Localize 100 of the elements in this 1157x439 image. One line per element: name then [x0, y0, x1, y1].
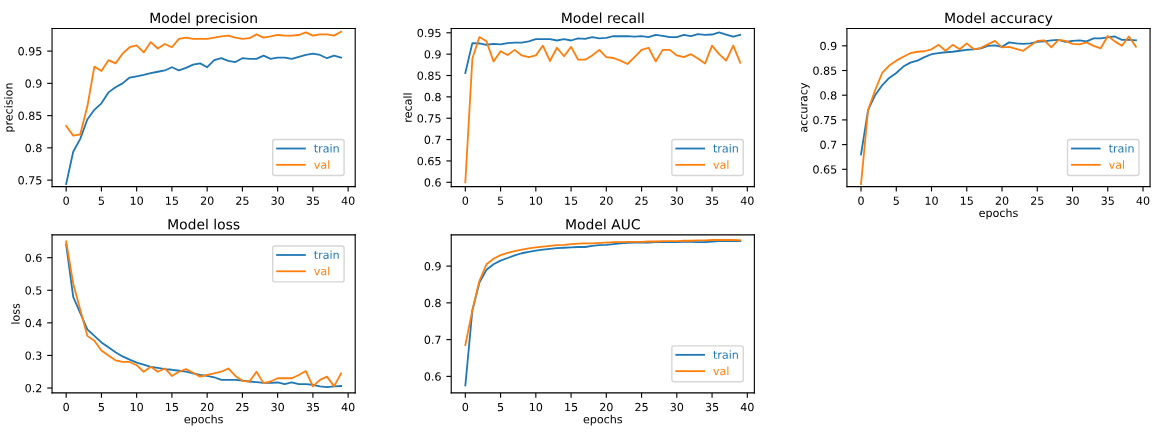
x-tick-label: 25 [635, 196, 648, 205]
y-tick-label: 0.3 [25, 351, 42, 360]
x-tick-label: 40 [341, 196, 355, 205]
x-tick-label: 5 [497, 196, 504, 205]
x-tick-label: 20 [200, 402, 214, 412]
legend-label: train [1108, 143, 1134, 153]
y-tick-label: 0.65 [813, 165, 837, 174]
x-tick-label: 10 [529, 402, 543, 412]
x-tick-label: 10 [925, 196, 938, 205]
line-series [464, 31, 742, 74]
x-tick-label: 10 [130, 196, 143, 205]
y-tick-label: 0.9 [424, 50, 441, 59]
x-tick-label: 20 [200, 196, 214, 205]
y-tick-label: 0.8 [424, 92, 441, 102]
text: val [314, 266, 330, 276]
x-tick-label: 30 [670, 402, 684, 412]
y-tick-label: 0.75 [18, 176, 42, 185]
x-tick-label: 20 [995, 196, 1009, 205]
chart-title: Model recall [562, 12, 644, 24]
y-tick-label: 0.85 [813, 66, 837, 75]
y-tick-label: 0.6 [424, 178, 441, 187]
x-tick-label: 40 [1136, 196, 1150, 205]
chart-title: Model loss [168, 218, 240, 230]
x-tick-label: 20 [600, 196, 613, 205]
line-series [65, 30, 343, 137]
x-tick-label: 5 [893, 196, 899, 205]
legend-label: val [314, 160, 330, 169]
x-tick-label: 40 [740, 196, 754, 205]
legend-label: train [713, 143, 738, 153]
x-tick-label: 25 [236, 196, 249, 205]
x-tick-label: 35 [705, 196, 719, 205]
y-tick-label: 0.75 [417, 114, 441, 123]
y-tick-label: 0.6 [424, 372, 441, 381]
x-axis-title: epochs [184, 414, 223, 426]
y-tick-label: 0.95 [417, 28, 441, 38]
x-tick-label: 25 [236, 402, 249, 412]
x-axis-title: epochs [583, 414, 623, 426]
x-tick-label: 0 [462, 402, 469, 412]
y-tick-label: 0.9 [25, 79, 42, 88]
x-tick-label: 35 [306, 196, 319, 205]
x-tick-label: 5 [98, 402, 104, 412]
legend-label: val [713, 366, 729, 376]
legend-label: val [1108, 160, 1125, 169]
y-tick-label: 0.75 [813, 115, 837, 125]
line-series [464, 36, 742, 184]
y-axis-title: loss [11, 303, 20, 324]
legend-label: val [713, 160, 729, 169]
line-series [860, 35, 1137, 186]
y-tick-label: 0.9 [424, 262, 441, 271]
x-tick-label: 15 [960, 196, 973, 205]
x-tick-label: 0 [858, 196, 864, 205]
x-tick-label: 15 [166, 196, 179, 205]
line-series [65, 52, 343, 185]
x-tick-label: 15 [565, 402, 578, 412]
x-tick-label: 30 [670, 196, 684, 205]
line-series [464, 239, 742, 347]
y-tick-label: 0.65 [417, 156, 441, 166]
y-axis-title: accuracy [801, 82, 810, 132]
y-tick-label: 0.8 [820, 91, 837, 100]
line-series [860, 35, 1137, 156]
y-tick-label: 0.6 [25, 253, 42, 263]
line-series [464, 240, 742, 387]
y-tick-label: 0.2 [25, 383, 42, 393]
x-tick-label: 35 [1101, 196, 1114, 205]
y-tick-label: 0.7 [424, 335, 441, 344]
x-tick-label: 25 [635, 402, 648, 412]
x-tick-label: 0 [63, 402, 69, 412]
y-tick-label: 0.9 [820, 41, 837, 51]
y-tick-label: 0.85 [18, 111, 42, 120]
x-tick-label: 0 [63, 196, 69, 205]
text: train [314, 250, 339, 260]
x-tick-label: 15 [166, 402, 179, 412]
y-tick-label: 0.85 [417, 71, 441, 80]
y-tick-label: 0.4 [25, 318, 42, 328]
chart-title: Model accuracy [945, 12, 1053, 26]
y-axis-title: precision [4, 83, 15, 132]
x-tick-label: 5 [497, 402, 504, 412]
y-tick-label: 0.5 [25, 286, 42, 295]
y-tick-label: 0.7 [424, 135, 441, 144]
x-axis-title: epochs [979, 208, 1018, 220]
y-axis-title: recall [403, 93, 412, 122]
x-tick-label: 10 [130, 402, 143, 412]
y-tick-label: 0.8 [424, 298, 441, 308]
x-tick-label: 5 [98, 196, 104, 205]
x-tick-label: 30 [271, 196, 284, 205]
legend-label: train [713, 350, 738, 359]
x-tick-label: 10 [529, 196, 543, 205]
x-tick-label: 25 [1031, 196, 1044, 205]
y-tick-label: 0.7 [820, 140, 837, 149]
x-tick-label: 35 [705, 402, 719, 412]
x-tick-label: 40 [740, 402, 754, 412]
x-tick-label: 30 [271, 402, 284, 412]
legend-label: train [314, 143, 339, 153]
y-tick-label: 0.8 [25, 143, 42, 153]
x-tick-label: 35 [306, 402, 319, 412]
chart-title: Model AUC [566, 218, 640, 230]
x-tick-label: 30 [1066, 196, 1079, 205]
x-tick-label: 0 [462, 196, 469, 205]
x-tick-label: 20 [600, 402, 613, 412]
chart-title: Model precision [150, 12, 257, 26]
